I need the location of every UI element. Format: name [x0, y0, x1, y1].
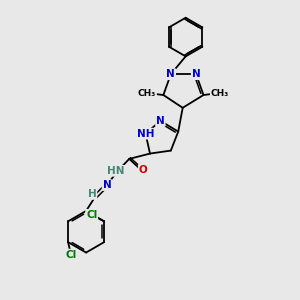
Text: N: N	[192, 69, 200, 79]
Text: N: N	[167, 69, 175, 79]
Text: H: H	[88, 189, 96, 199]
Text: CH₃: CH₃	[211, 89, 229, 98]
Text: Cl: Cl	[65, 250, 77, 260]
Text: CH₃: CH₃	[138, 89, 156, 98]
Text: NH: NH	[137, 129, 154, 139]
Text: HN: HN	[107, 166, 124, 176]
Text: Cl: Cl	[86, 210, 97, 220]
Text: N: N	[156, 116, 165, 126]
Text: O: O	[139, 165, 148, 175]
Text: N: N	[103, 180, 111, 190]
